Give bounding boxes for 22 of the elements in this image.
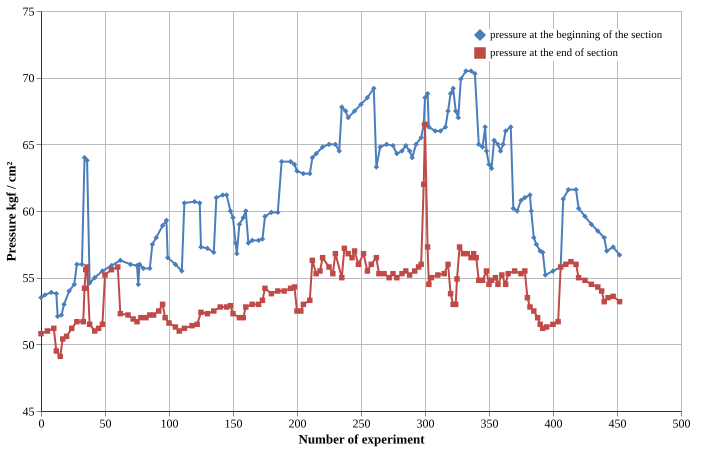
legend-label: pressure at the beginning of the section	[490, 29, 663, 41]
y-tick-label: 55	[22, 271, 34, 286]
y-axis-title: Pressure kgf / cm²	[4, 161, 18, 262]
x-tick-label: 100	[160, 416, 178, 430]
x-tick-label: 50	[100, 416, 112, 430]
x-tick-label: 250	[352, 416, 370, 430]
x-tick-label: 200	[288, 416, 306, 430]
x-tick-label: 300	[416, 416, 434, 430]
x-tick-label: 450	[608, 416, 626, 430]
x-axis-title: Number of experiment	[298, 432, 426, 446]
x-tick-label: 500	[672, 416, 690, 430]
y-tick-label: 75	[22, 4, 34, 18]
y-tick-label: 70	[22, 71, 34, 86]
x-tick-label: 150	[224, 416, 242, 430]
y-tick-label: 50	[22, 338, 34, 352]
y-tick-label: 45	[22, 404, 34, 418]
y-tick-label: 60	[22, 204, 34, 218]
y-tick-label: 65	[22, 138, 34, 152]
x-tick-label: 0	[38, 416, 44, 430]
x-tick-label: 350	[480, 416, 498, 430]
legend-label: pressure at the end of section	[490, 47, 618, 59]
x-tick-label: 400	[544, 416, 562, 430]
